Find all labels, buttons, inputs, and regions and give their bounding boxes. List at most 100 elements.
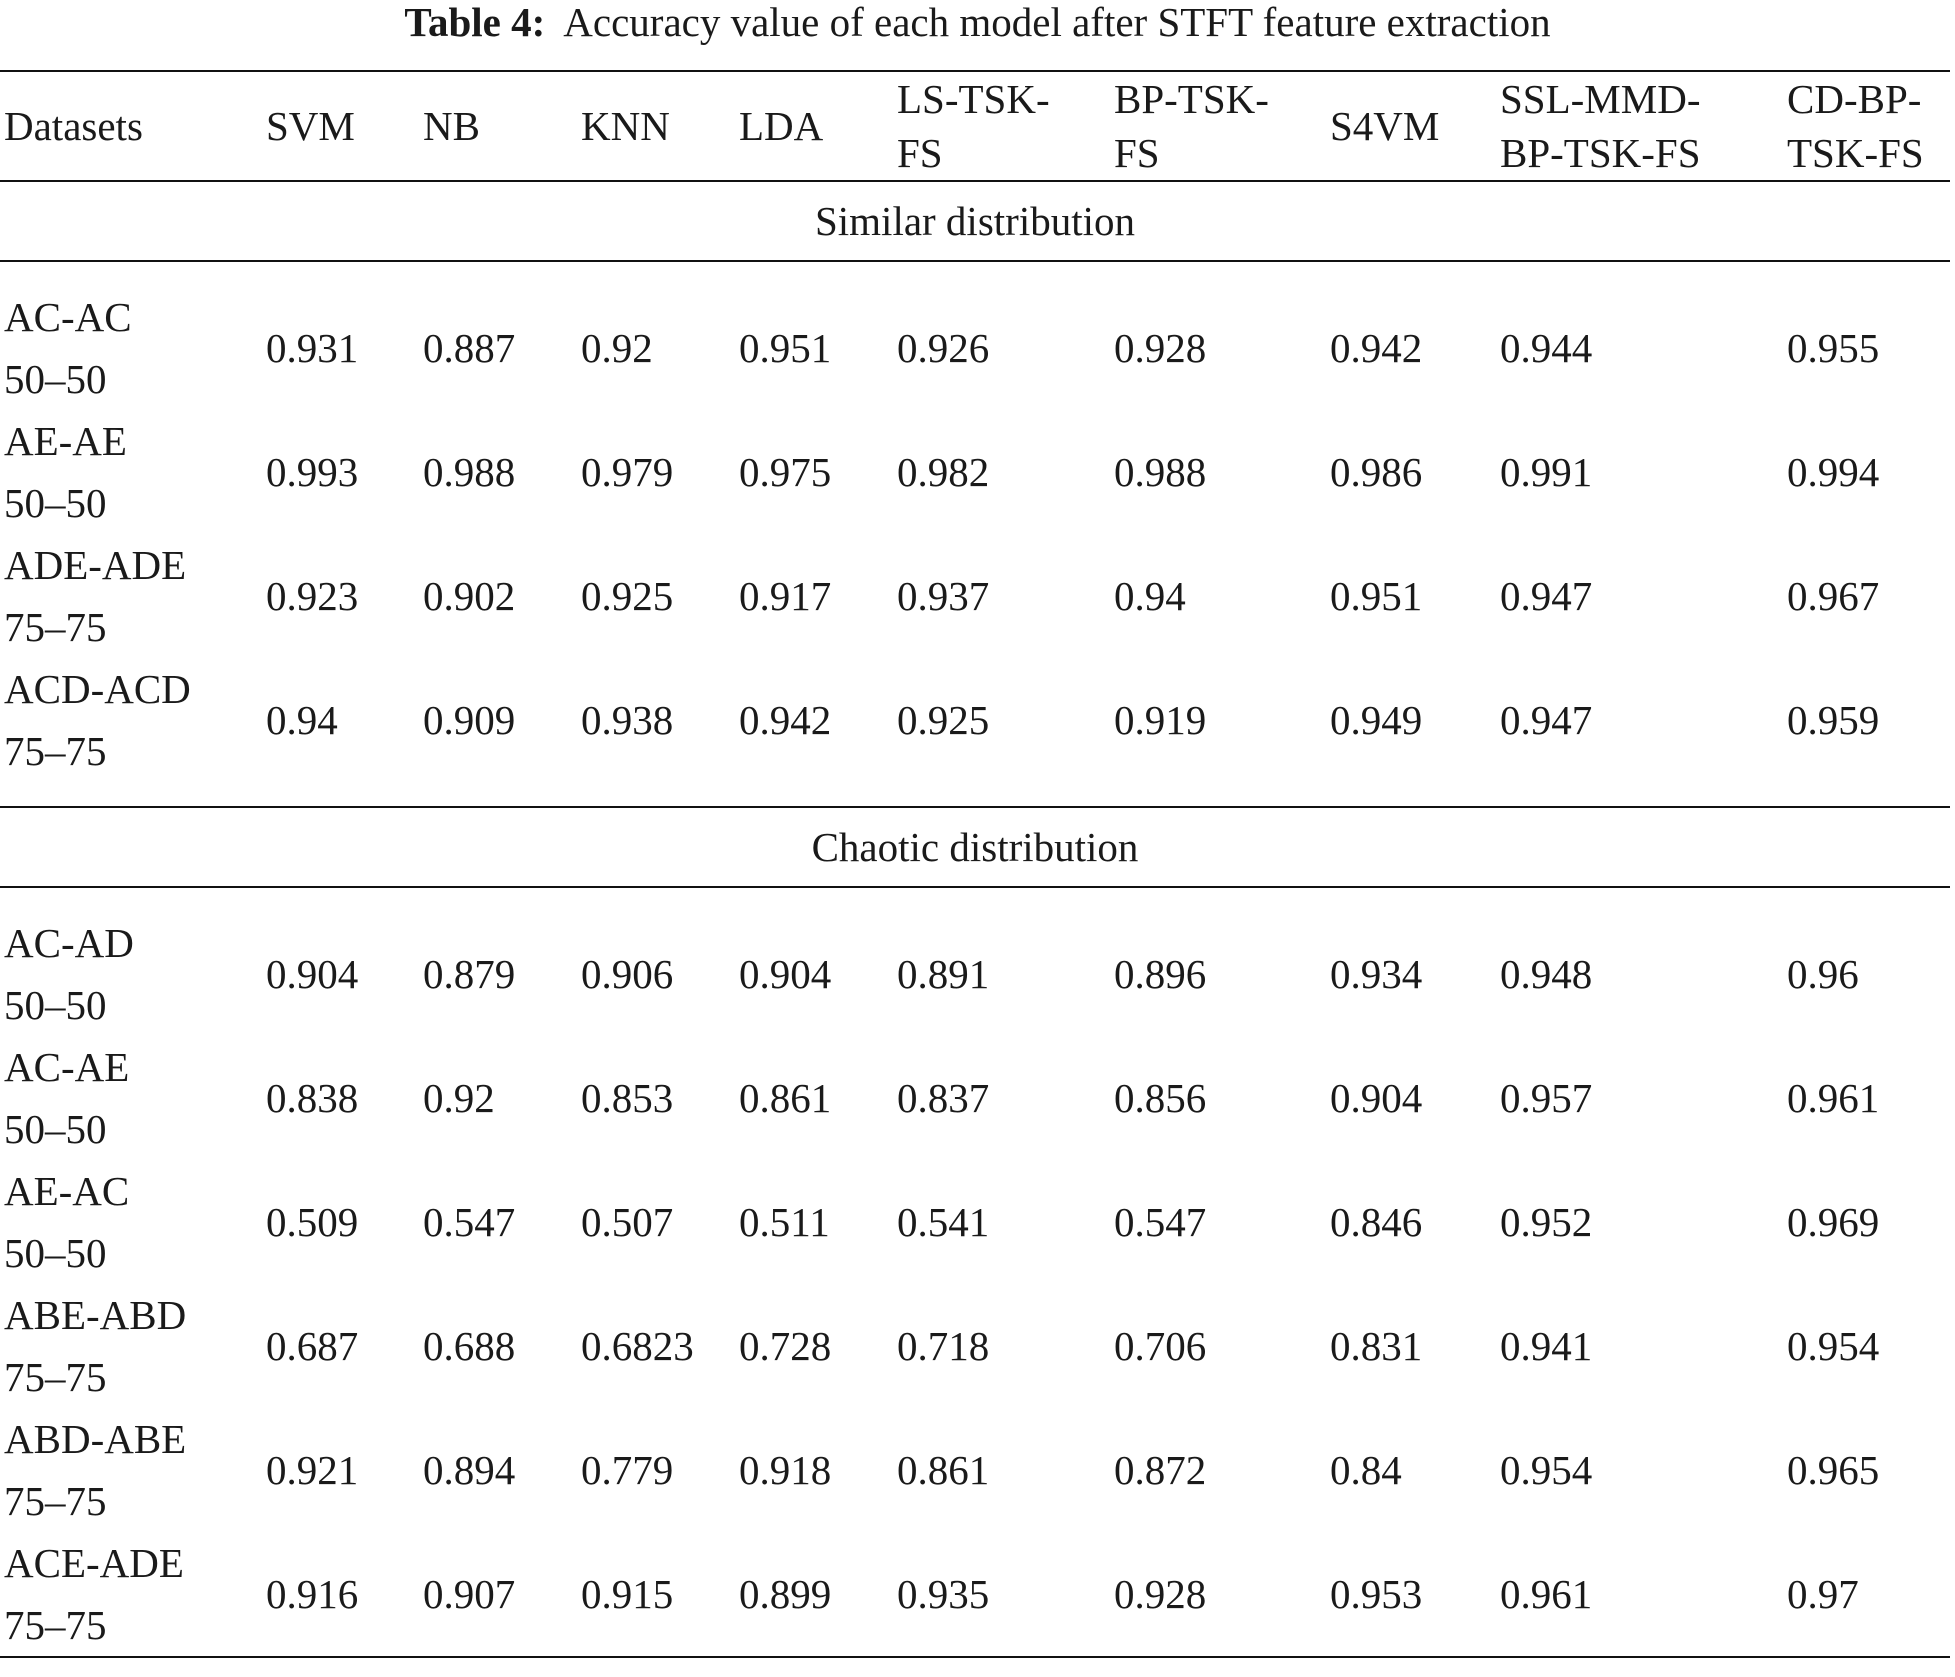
value-cell: 0.982 (897, 449, 990, 495)
section-title: Chaotic distribution (811, 824, 1139, 870)
best-value-cell: 0.994 (1787, 449, 1880, 495)
table-header: Datasets SVM NB KNN LDA LS-TSK- FS BP-TSK… (0, 71, 1950, 181)
value-cell: 0.938 (581, 697, 674, 743)
value-cell: 0.547 (1114, 1199, 1207, 1245)
value-cell: 0.92 (581, 325, 653, 371)
value-cell: 0.979 (581, 449, 674, 495)
value-cell: 0.975 (739, 449, 832, 495)
value-cell: 0.935 (897, 1571, 990, 1617)
best-value-cell: 0.965 (1787, 1447, 1880, 1493)
value-cell: 0.899 (739, 1571, 832, 1617)
dataset-cell: AC-AE 50–50 (4, 1044, 130, 1152)
col-header-svm: SVM (266, 103, 355, 149)
table-row: AE-AE 50–50 0.993 0.988 0.979 0.975 0.982… (0, 410, 1950, 534)
best-value-cell: 0.955 (1787, 325, 1880, 371)
value-cell: 0.941 (1500, 1323, 1593, 1369)
value-cell: 0.944 (1500, 325, 1593, 371)
value-cell: 0.687 (266, 1323, 359, 1369)
col-header-s4vm: S4VM (1330, 103, 1440, 149)
value-cell: 0.919 (1114, 697, 1207, 743)
table-row: ADE-ADE 75–75 0.923 0.902 0.925 0.917 0.9… (0, 534, 1950, 658)
value-cell: 0.688 (423, 1323, 516, 1369)
value-cell: 0.861 (897, 1447, 990, 1493)
value-cell: 0.879 (423, 951, 516, 997)
value-cell: 0.896 (1114, 951, 1207, 997)
table-row: ACE-ADE 75–75 0.916 0.907 0.915 0.899 0.9… (0, 1532, 1950, 1657)
best-value-cell: 0.96 (1787, 951, 1859, 997)
value-cell: 0.84 (1330, 1447, 1402, 1493)
value-cell: 0.948 (1500, 951, 1593, 997)
best-value-cell: 0.969 (1787, 1199, 1880, 1245)
value-cell: 0.837 (897, 1075, 990, 1121)
value-cell: 0.94 (1114, 573, 1186, 619)
col-header-bp-tsk-fs: BP-TSK- FS (1114, 76, 1269, 176)
value-cell: 0.92 (423, 1075, 495, 1121)
value-cell: 0.906 (581, 951, 674, 997)
value-cell: 0.838 (266, 1075, 359, 1121)
dataset-cell: AE-AE 50–50 (4, 418, 127, 526)
dataset-cell: ACD-ACD 75–75 (4, 666, 191, 774)
table-row: AC-AE 50–50 0.838 0.92 0.853 0.861 0.837 … (0, 1036, 1950, 1160)
value-cell: 0.951 (1330, 573, 1423, 619)
col-header-lda: LDA (739, 103, 824, 149)
value-cell: 0.937 (897, 573, 990, 619)
table-row: AE-AC 50–50 0.509 0.547 0.507 0.511 0.541… (0, 1160, 1950, 1284)
dataset-cell: AE-AC 50–50 (4, 1168, 130, 1276)
value-cell: 0.831 (1330, 1323, 1423, 1369)
value-cell: 0.891 (897, 951, 990, 997)
value-cell: 0.953 (1330, 1571, 1423, 1617)
value-cell: 0.988 (1114, 449, 1207, 495)
value-cell: 0.993 (266, 449, 359, 495)
value-cell: 0.991 (1500, 449, 1593, 495)
best-value-cell: 0.967 (1787, 573, 1880, 619)
value-cell: 0.909 (423, 697, 516, 743)
value-cell: 0.925 (897, 697, 990, 743)
value-cell: 0.915 (581, 1571, 674, 1617)
value-cell: 0.934 (1330, 951, 1423, 997)
value-cell: 0.872 (1114, 1447, 1207, 1493)
dataset-cell: ACE-ADE 75–75 (4, 1540, 184, 1648)
value-cell: 0.951 (739, 325, 832, 371)
value-cell: 0.918 (739, 1447, 832, 1493)
value-cell: 0.894 (423, 1447, 516, 1493)
value-cell: 0.954 (1500, 1447, 1593, 1493)
col-header-ls-tsk-fs: LS-TSK- FS (897, 76, 1050, 176)
section-chaotic: Chaotic distribution AC-AD 50–50 0.904 0.… (0, 782, 1950, 1657)
value-cell: 0.902 (423, 573, 516, 619)
value-cell: 0.507 (581, 1199, 674, 1245)
value-cell: 0.904 (266, 951, 359, 997)
value-cell: 0.916 (266, 1571, 359, 1617)
value-cell: 0.949 (1330, 697, 1423, 743)
col-header-ssl-mmd-bp-tsk-fs: SSL-MMD- BP-TSK-FS (1500, 76, 1701, 176)
caption-label: Table 4: (404, 0, 546, 45)
best-value-cell: 0.97 (1787, 1571, 1859, 1617)
value-cell: 0.917 (739, 573, 832, 619)
value-cell: 0.921 (266, 1447, 359, 1493)
value-cell: 0.947 (1500, 697, 1593, 743)
value-cell: 0.904 (739, 951, 832, 997)
value-cell: 0.718 (897, 1323, 990, 1369)
best-value-cell: 0.954 (1787, 1323, 1880, 1369)
results-table: Datasets SVM NB KNN LDA LS-TSK- FS BP-TSK… (0, 70, 1950, 1658)
value-cell: 0.942 (1330, 325, 1423, 371)
section-similar: Similar distribution AC-AC 50–50 0.931 0.… (0, 181, 1950, 782)
caption-text: Accuracy value of each model after STFT … (563, 0, 1551, 45)
col-header-datasets: Datasets (4, 103, 143, 149)
value-cell: 0.547 (423, 1199, 516, 1245)
value-cell: 0.779 (581, 1447, 674, 1493)
dataset-cell: AC-AD 50–50 (4, 920, 134, 1028)
value-cell: 0.986 (1330, 449, 1423, 495)
value-cell: 0.926 (897, 325, 990, 371)
table-row: AC-AC 50–50 0.931 0.887 0.92 0.951 0.926 … (0, 286, 1950, 410)
value-cell: 0.988 (423, 449, 516, 495)
table-row: ABE-ABD 75–75 0.687 0.688 0.6823 0.728 0.… (0, 1284, 1950, 1408)
value-cell: 0.904 (1330, 1075, 1423, 1121)
value-cell: 0.509 (266, 1199, 359, 1245)
table-row: ABD-ABE 75–75 0.921 0.894 0.779 0.918 0.8… (0, 1408, 1950, 1532)
dataset-cell: AC-AC 50–50 (4, 294, 132, 402)
dataset-cell: ABD-ABE 75–75 (4, 1416, 187, 1524)
value-cell: 0.6823 (581, 1323, 694, 1369)
section-title: Similar distribution (814, 198, 1136, 244)
value-cell: 0.907 (423, 1571, 516, 1617)
header-row: Datasets SVM NB KNN LDA LS-TSK- FS BP-TSK… (0, 71, 1950, 181)
